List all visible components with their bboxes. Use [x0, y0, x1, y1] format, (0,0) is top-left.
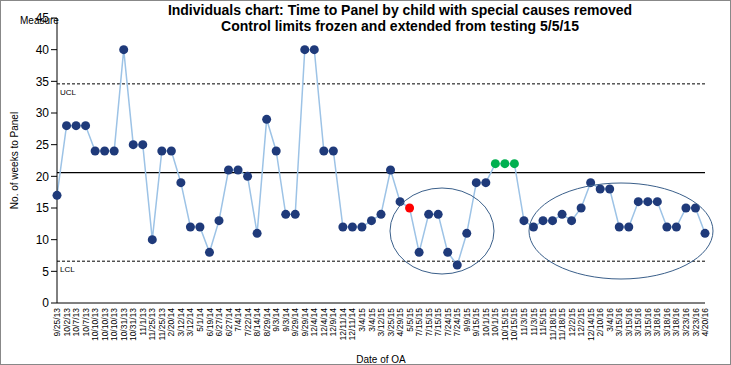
svg-text:35: 35	[36, 75, 50, 89]
svg-text:7/4/14: 7/4/14	[233, 308, 243, 332]
svg-text:10/1/15: 10/1/15	[490, 308, 500, 337]
svg-text:10/10/13: 10/10/13	[109, 308, 119, 341]
svg-text:10/7/13: 10/7/13	[81, 308, 91, 337]
svg-text:9/25/13: 9/25/13	[52, 308, 62, 337]
svg-text:9/3/14: 9/3/14	[281, 308, 291, 332]
svg-text:7/15/15: 7/15/15	[433, 308, 443, 337]
svg-text:3/23/16: 3/23/16	[691, 308, 701, 337]
svg-text:20: 20	[36, 170, 50, 184]
svg-text:3/15/16: 3/15/16	[633, 308, 643, 337]
svg-text:10: 10	[36, 233, 50, 247]
svg-text:Date of OA: Date of OA	[356, 354, 406, 365]
svg-text:2/10/16: 2/10/16	[595, 308, 605, 337]
svg-text:12/2/15: 12/2/15	[576, 308, 586, 337]
svg-text:11/25/13: 11/25/13	[147, 308, 157, 341]
svg-text:3/18/16: 3/18/16	[652, 308, 662, 337]
svg-text:45: 45	[36, 11, 50, 25]
svg-text:2/20/14: 2/20/14	[166, 308, 176, 337]
svg-text:10/2/13: 10/2/13	[62, 308, 72, 337]
svg-text:12/11/14: 12/11/14	[347, 308, 357, 341]
svg-text:3/4/15: 3/4/15	[357, 308, 367, 332]
svg-text:10/31/13: 10/31/13	[128, 308, 138, 341]
svg-text:Individuals chart: Time to Pan: Individuals chart: Time to Panel by chil…	[168, 2, 632, 18]
svg-text:UCL: UCL	[60, 88, 77, 97]
svg-text:11/25/13: 11/25/13	[157, 308, 167, 341]
svg-text:4/29/15: 4/29/15	[395, 308, 405, 337]
svg-text:11/1/13: 11/1/13	[138, 308, 148, 336]
svg-text:9/15/15: 9/15/15	[471, 308, 481, 337]
svg-text:10/1/15: 10/1/15	[481, 308, 491, 337]
svg-text:3/15/16: 3/15/16	[643, 308, 653, 337]
svg-text:7/22/14: 7/22/14	[243, 308, 253, 337]
svg-text:3/12/15: 3/12/15	[376, 308, 386, 337]
svg-text:5/1/14: 5/1/14	[195, 308, 205, 332]
svg-text:7/24/15: 7/24/15	[443, 308, 453, 337]
svg-text:12/9/14: 12/9/14	[328, 308, 338, 337]
svg-text:7/15/15: 7/15/15	[424, 308, 434, 337]
svg-text:11/18/15: 11/18/15	[557, 308, 567, 341]
svg-text:3/23/16: 3/23/16	[681, 308, 691, 337]
svg-text:8/14/14: 8/14/14	[252, 308, 262, 337]
svg-text:3/15/16: 3/15/16	[624, 308, 634, 337]
svg-text:11/3/15: 11/3/15	[519, 308, 529, 336]
svg-text:6/27/14: 6/27/14	[224, 308, 234, 337]
svg-text:3/12/14: 3/12/14	[185, 308, 195, 337]
svg-text:6/19/14: 6/19/14	[205, 308, 215, 337]
svg-text:No. of weeks to Panel: No. of weeks to Panel	[9, 112, 20, 209]
svg-text:9/29/14: 9/29/14	[290, 308, 300, 337]
svg-text:4/20/16: 4/20/16	[700, 308, 710, 337]
svg-text:25: 25	[36, 138, 50, 152]
svg-text:0: 0	[42, 296, 49, 310]
svg-text:10/31/13: 10/31/13	[119, 308, 129, 341]
svg-text:3/4/16: 3/4/16	[605, 308, 615, 332]
svg-text:10/15/15: 10/15/15	[500, 308, 510, 341]
svg-text:30: 30	[36, 106, 50, 120]
svg-text:11/3/15: 11/3/15	[529, 308, 539, 336]
svg-text:3/18/16: 3/18/16	[662, 308, 672, 337]
svg-text:7/15/15: 7/15/15	[414, 308, 424, 337]
svg-text:12/14/15: 12/14/15	[586, 308, 596, 341]
svg-text:15: 15	[36, 201, 50, 215]
svg-text:Control limits frozen and ext: Control limits frozen and extended from …	[221, 18, 579, 34]
svg-text:11/5/15: 11/5/15	[538, 308, 548, 336]
svg-text:10/10/13: 10/10/13	[100, 308, 110, 341]
svg-text:9/3/14: 9/3/14	[271, 308, 281, 332]
svg-text:5: 5	[42, 265, 49, 279]
svg-text:5/5/15: 5/5/15	[405, 308, 415, 332]
svg-text:10/10/13: 10/10/13	[90, 308, 100, 341]
svg-text:12/2/15: 12/2/15	[567, 308, 577, 337]
svg-text:3/15/16: 3/15/16	[614, 308, 624, 337]
svg-text:3/25/15: 3/25/15	[386, 308, 396, 337]
svg-text:10/15/15: 10/15/15	[509, 308, 519, 341]
svg-text:40: 40	[36, 43, 50, 57]
svg-text:10/7/13: 10/7/13	[71, 308, 81, 337]
svg-text:11/18/15: 11/18/15	[548, 308, 558, 341]
svg-text:Measure: Measure	[20, 15, 59, 26]
svg-text:3/18/16: 3/18/16	[671, 308, 681, 337]
svg-text:12/4/14: 12/4/14	[319, 308, 329, 337]
svg-text:12/11/14: 12/11/14	[338, 308, 348, 341]
svg-text:9/9/15: 9/9/15	[462, 308, 472, 332]
svg-text:7/24/15: 7/24/15	[452, 308, 462, 337]
svg-text:6/27/14: 6/27/14	[214, 308, 224, 337]
svg-text:3/4/15: 3/4/15	[367, 308, 377, 332]
svg-text:LCL: LCL	[60, 265, 75, 274]
svg-text:8/29/14: 8/29/14	[262, 308, 272, 337]
svg-text:3/12/14: 3/12/14	[176, 308, 186, 337]
svg-text:9/29/14: 9/29/14	[300, 308, 310, 337]
svg-text:12/4/14: 12/4/14	[309, 308, 319, 337]
